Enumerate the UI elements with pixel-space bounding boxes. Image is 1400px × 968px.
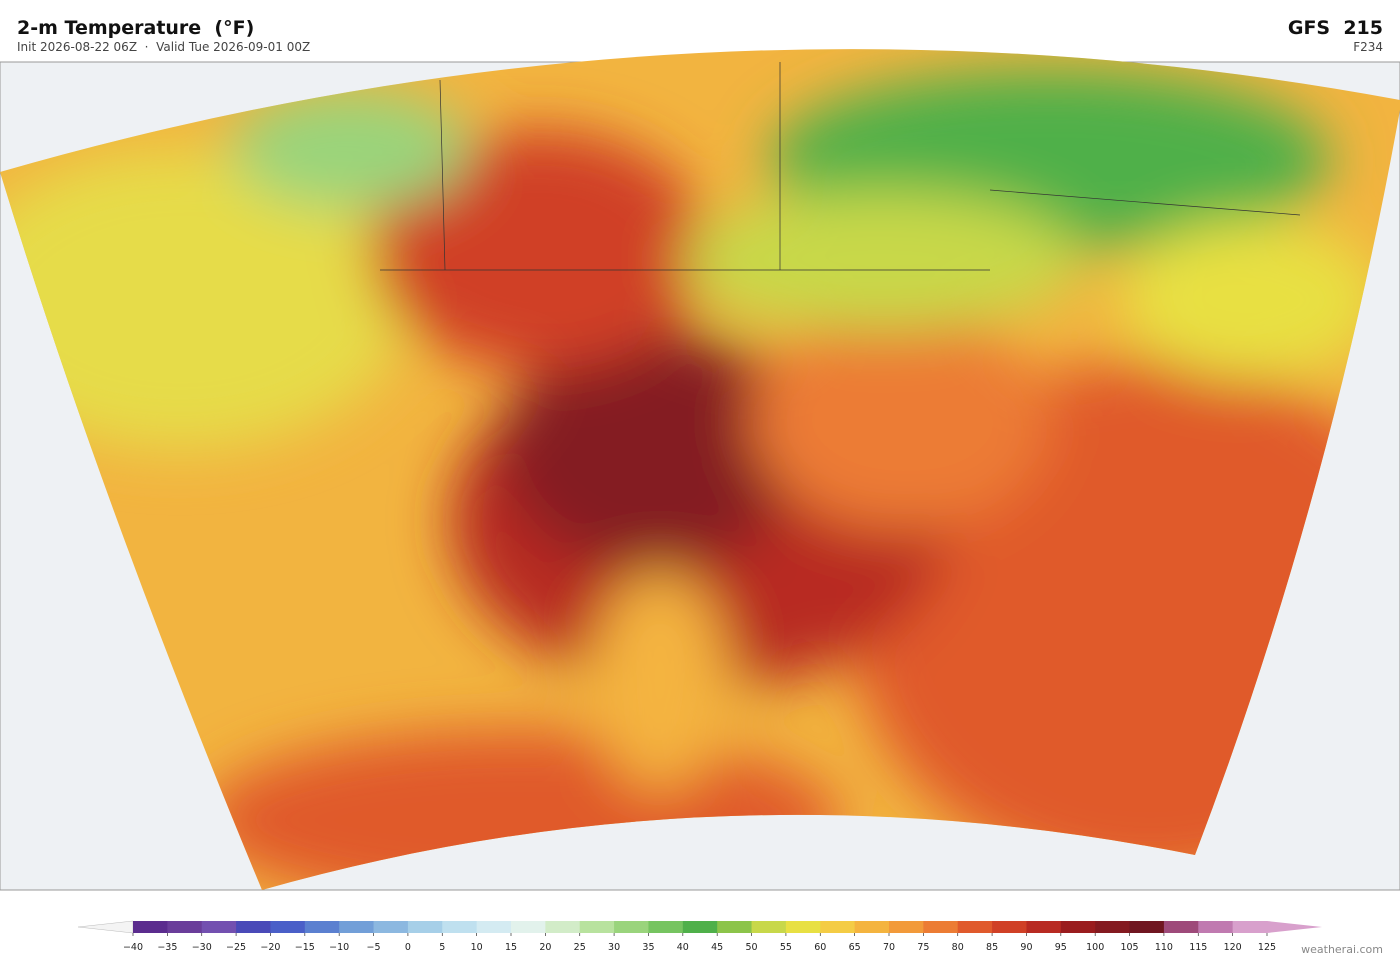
colorbar-tick-label: −10 — [329, 942, 349, 953]
colorbar-bin — [923, 921, 959, 933]
map — [0, 49, 1400, 891]
colorbar-tick-label: 20 — [539, 942, 551, 953]
colorbar-tick-label: 25 — [574, 942, 586, 953]
colorbar-bin — [854, 921, 890, 933]
colorbar-extend-high — [1267, 921, 1322, 933]
colorbar-tick-label: 10 — [471, 942, 483, 953]
colorbar-tick-label: 50 — [745, 942, 757, 953]
colorbar-bin — [957, 921, 993, 933]
colorbar-tick-label: 85 — [986, 942, 998, 953]
colorbar-tick-label: −35 — [157, 942, 177, 953]
colorbar-bin — [304, 921, 340, 933]
colorbar-tick-label: −20 — [260, 942, 280, 953]
colorbar-tick-label: 65 — [849, 942, 861, 953]
colorbar-bin — [476, 921, 512, 933]
colorbar-tick-label: 75 — [917, 942, 929, 953]
colorbar-bin — [1095, 921, 1131, 933]
colorbar-bin — [889, 921, 924, 933]
forecast-hour: F234 — [1353, 40, 1383, 54]
colorbar-bin — [236, 921, 271, 933]
colorbar-tick-label: 45 — [711, 942, 723, 953]
colorbar-bin — [682, 921, 718, 933]
colorbar-tick-label: 55 — [780, 942, 792, 953]
colorbar-bin — [751, 921, 787, 933]
title: 2-m Temperature (°F) — [17, 17, 254, 39]
colorbar-bin — [648, 921, 684, 933]
colorbar-bin — [167, 921, 203, 933]
colorbar-tick-label: 105 — [1120, 942, 1138, 953]
colorbar-tick-label: 40 — [677, 942, 689, 953]
colorbar-tick-label: 80 — [952, 942, 964, 953]
colorbar-bin — [511, 921, 546, 933]
credit: weatherai.com — [1301, 943, 1383, 956]
colorbar-tick-label: 100 — [1086, 942, 1104, 953]
colorbar-tick-label: −30 — [192, 942, 212, 953]
colorbar-tick-label: 15 — [505, 942, 517, 953]
colorbar-bin — [373, 921, 409, 933]
colorbar-bin — [614, 921, 649, 933]
colorbar-tick-label: 115 — [1189, 942, 1207, 953]
colorbar-tick-label: 90 — [1020, 942, 1032, 953]
colorbar-bin — [1232, 921, 1268, 933]
colorbar-bin — [785, 921, 821, 933]
colorbar-tick-label: −5 — [367, 942, 381, 953]
colorbar-bin — [1026, 921, 1062, 933]
colorbar: −40 −35 −30 −25 −20 −15 −10 −5 0 5 10 15 20 25 30 35 40 4… — [77, 920, 1322, 953]
colorbar-bin — [270, 921, 306, 933]
colorbar-tick-label: 120 — [1224, 942, 1242, 953]
colorbar-tick-label: 60 — [814, 942, 826, 953]
colorbar-tick-label: 35 — [642, 942, 654, 953]
colorbar-bin — [1198, 921, 1234, 933]
colorbar-tick-label: 95 — [1055, 942, 1067, 953]
colorbar-bin — [1163, 921, 1199, 933]
colorbar-tick-label: 110 — [1155, 942, 1173, 953]
colorbar-extend-low — [77, 920, 134, 934]
colorbar-tick-label: 0 — [405, 942, 411, 953]
colorbar-bin — [992, 921, 1027, 933]
colorbar-bin — [545, 921, 581, 933]
colorbar-bin — [407, 921, 443, 933]
colorbar-bin — [339, 921, 375, 933]
colorbar-tick-label: −40 — [123, 942, 143, 953]
borders — [380, 62, 1301, 271]
model: GFS 215 — [1288, 17, 1383, 39]
colorbar-tick-label: 125 — [1258, 942, 1276, 953]
colorbar-bin — [201, 921, 237, 933]
subtitle: Init 2026-08-22 06Z · Valid Tue 2026-09-… — [17, 40, 310, 54]
colorbar-bin — [1129, 921, 1165, 933]
colorbar-tick-label: 70 — [883, 942, 895, 953]
colorbar-bin — [717, 921, 753, 933]
colorbar-bin — [1060, 921, 1096, 933]
colorbar-tick-label: 5 — [439, 942, 445, 953]
colorbar-tick-label: 30 — [608, 942, 620, 953]
colorbar-bin — [820, 921, 856, 933]
colorbar-tick-label: −25 — [226, 942, 246, 953]
colorbar-bin — [442, 921, 478, 933]
colorbar-bin — [579, 921, 615, 933]
colorbar-tick-label: −15 — [295, 942, 315, 953]
colorbar-bin — [133, 921, 168, 933]
